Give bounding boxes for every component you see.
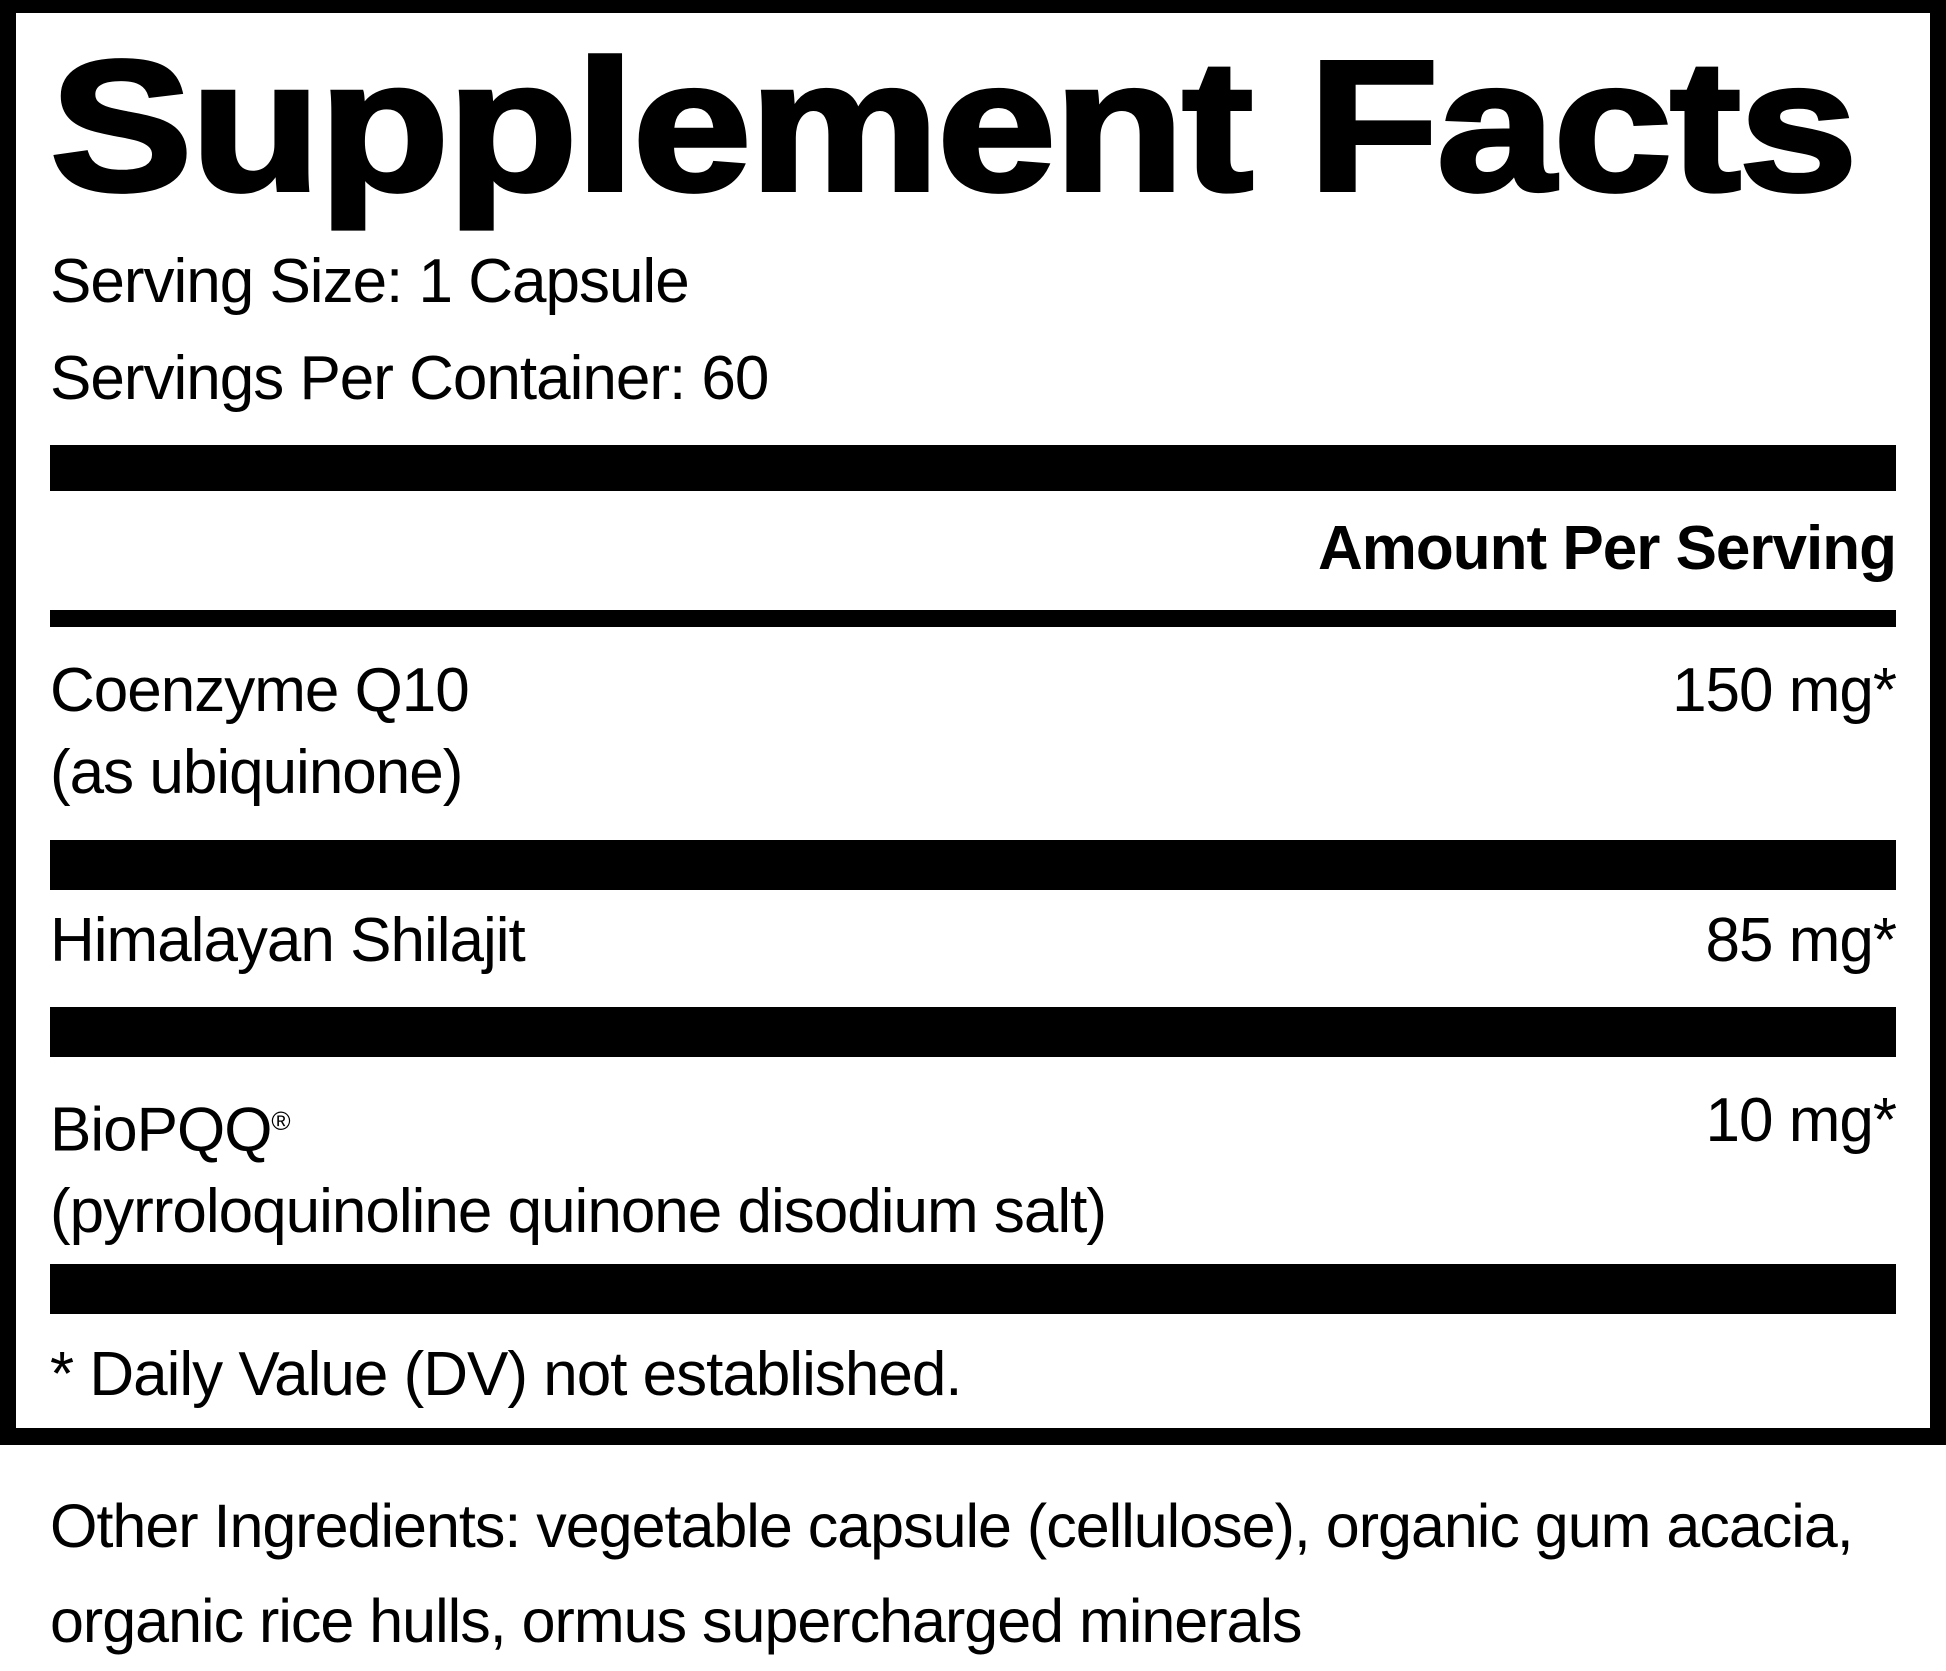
separator-bar-thick-2 bbox=[50, 840, 1896, 890]
daily-value-footnote: * Daily Value (DV) not established. bbox=[50, 1340, 963, 1410]
supplement-facts-panel: Supplement Facts Serving Size: 1 Capsule… bbox=[0, 0, 1946, 1445]
ingredient-name: Coenzyme Q10 bbox=[50, 656, 470, 725]
other-ingredients: Other Ingredients: vegetable capsule (ce… bbox=[50, 1479, 1896, 1669]
ingredient-row-coenzyme-q10: Coenzyme Q10 (as ubiquinone) 150 mg* bbox=[50, 650, 1897, 814]
separator-bar-thick-1 bbox=[50, 445, 1896, 491]
amount-per-serving-header: Amount Per Serving bbox=[1318, 514, 1897, 583]
ingredient-name-text: BioPQQ bbox=[50, 1095, 272, 1165]
registered-trademark-symbol: ® bbox=[271, 1106, 291, 1136]
panel-title: Supplement Facts bbox=[48, 23, 1860, 230]
ingredient-detail: (as ubiquinone) bbox=[50, 738, 463, 807]
ingredient-detail: (pyrroloquinoline quinone disodium salt) bbox=[50, 1177, 1107, 1247]
separator-bar-thick-3 bbox=[50, 1007, 1896, 1057]
ingredient-name: BioPQQ® bbox=[50, 1080, 1106, 1171]
ingredient-row-biopqq: BioPQQ® (pyrroloquinoline quinone disodi… bbox=[50, 1080, 1897, 1253]
separator-bar-medium bbox=[50, 610, 1896, 627]
ingredient-name-block: Himalayan Shilajit bbox=[50, 900, 526, 982]
ingredient-name-block: Coenzyme Q10 (as ubiquinone) bbox=[50, 650, 470, 814]
ingredient-amount: 85 mg* bbox=[1705, 906, 1897, 975]
ingredient-amount: 150 mg* bbox=[1672, 656, 1897, 725]
ingredient-name: Himalayan Shilajit bbox=[50, 906, 526, 975]
serving-info: Serving Size: 1 Capsule Servings Per Con… bbox=[50, 233, 1896, 427]
other-ingredients-line-2: organic rice hulls, ormus supercharged m… bbox=[50, 1587, 1303, 1655]
ingredient-name-block: BioPQQ® (pyrroloquinoline quinone disodi… bbox=[50, 1080, 1107, 1253]
other-ingredients-line-1: Other Ingredients: vegetable capsule (ce… bbox=[50, 1492, 1854, 1560]
serving-size-text: Serving Size: 1 Capsule bbox=[50, 247, 690, 316]
ingredient-row-himalayan-shilajit: Himalayan Shilajit 85 mg* bbox=[50, 900, 1897, 982]
ingredient-amount: 10 mg* bbox=[1705, 1086, 1897, 1155]
servings-per-container-text: Servings Per Container: 60 bbox=[50, 344, 769, 413]
separator-bar-thick-4 bbox=[50, 1264, 1896, 1315]
